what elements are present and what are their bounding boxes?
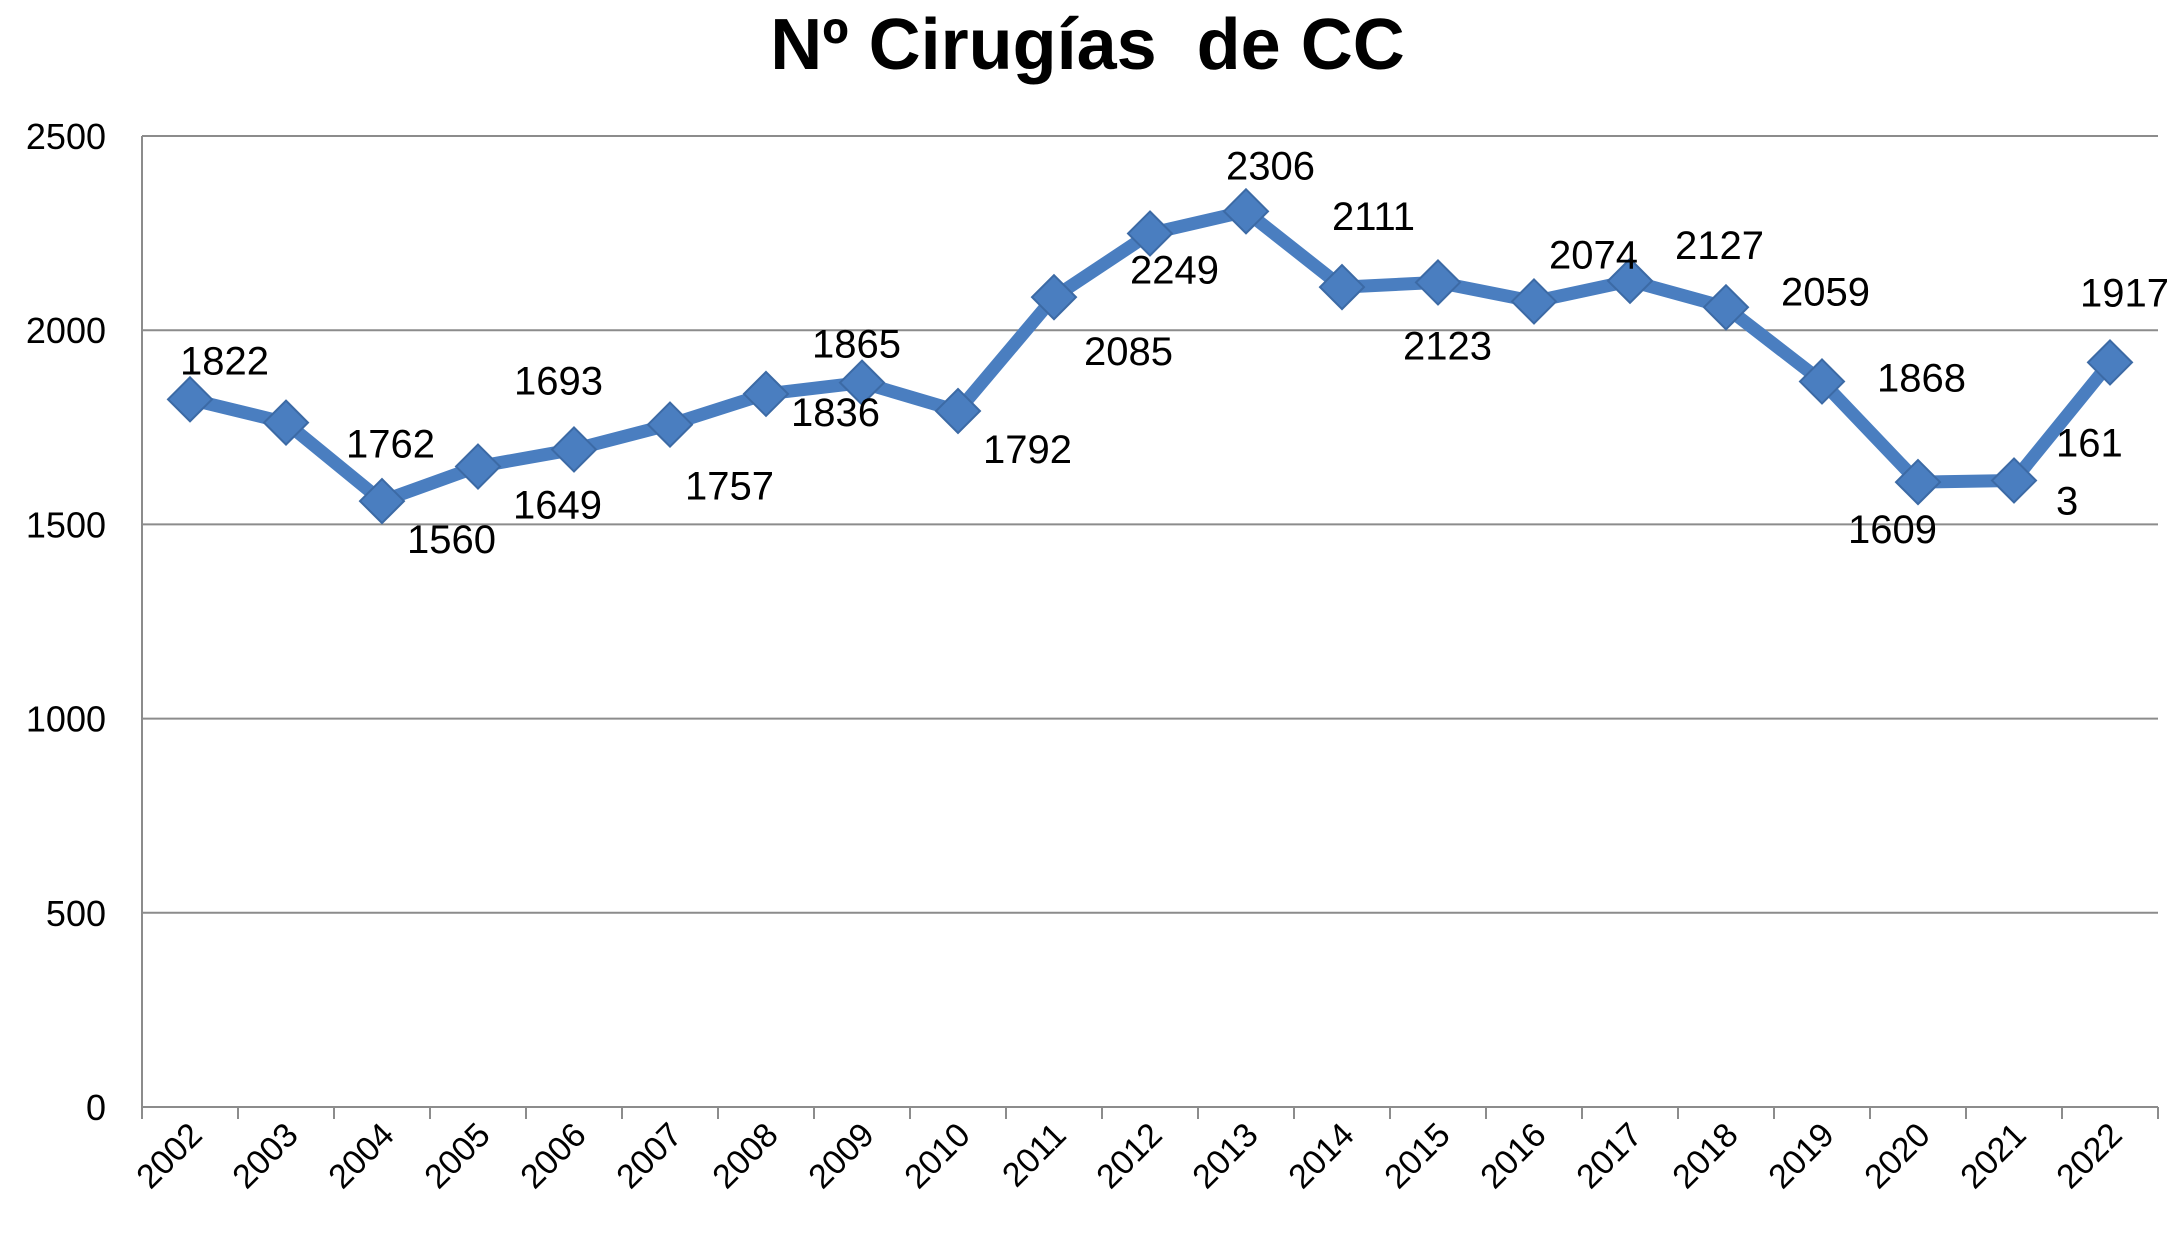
- data-point-marker: [1798, 358, 1846, 405]
- data-point-marker: [2086, 339, 2134, 386]
- data-point-marker: [1222, 187, 1270, 235]
- data-point-marker: [454, 443, 502, 490]
- data-label-line: 161: [2056, 422, 2123, 466]
- data-point-marker: [838, 359, 886, 407]
- x-tick-label: 2004: [321, 1116, 401, 1196]
- x-tick-label: 2016: [1473, 1116, 1553, 1196]
- data-label: 1609: [1848, 508, 1937, 552]
- data-point-marker: [262, 399, 310, 447]
- data-point-marker: [1894, 458, 1942, 506]
- data-label: 2074: [1549, 233, 1638, 277]
- data-label: 161 3: [2056, 422, 2123, 524]
- x-tick-label: 2022: [2049, 1116, 2129, 1196]
- data-point-marker: [1990, 457, 2038, 504]
- y-tick-label: 2000: [26, 310, 106, 351]
- y-tick-label: 1500: [26, 504, 106, 545]
- data-label: 1822: [180, 339, 269, 383]
- data-label-line: 3: [2056, 480, 2078, 524]
- x-tick-label: 2014: [1281, 1116, 1361, 1196]
- data-label: 1836: [791, 391, 880, 435]
- data-point-marker: [1318, 263, 1366, 311]
- x-tick-label: 2002: [129, 1116, 209, 1196]
- data-label: 2059: [1781, 270, 1870, 314]
- data-label: 1917: [2080, 271, 2169, 315]
- x-tick-label: 2008: [705, 1116, 785, 1196]
- data-label: 2111: [1332, 195, 1415, 239]
- y-tick-label: 1000: [26, 699, 106, 740]
- data-label: 1868: [1877, 356, 1966, 400]
- data-label: 1757: [685, 465, 774, 509]
- x-tick-label: 2011: [995, 1116, 1074, 1195]
- x-tick-label: 2005: [417, 1116, 497, 1196]
- data-label: 2085: [1084, 330, 1173, 374]
- data-label: 2249: [1130, 248, 1219, 292]
- data-label: 1762: [346, 423, 435, 467]
- x-tick-label: 2009: [801, 1116, 881, 1196]
- y-tick-label: 500: [46, 893, 106, 934]
- data-label: 1560: [407, 518, 496, 562]
- data-label: 1649: [513, 484, 602, 528]
- x-tick-label: 2015: [1377, 1116, 1457, 1196]
- y-tick-label: 2500: [26, 116, 106, 157]
- data-point-marker: [646, 401, 694, 448]
- data-label: 2123: [1403, 324, 1492, 368]
- data-point-marker: [934, 387, 982, 435]
- data-label: 1693: [514, 359, 603, 403]
- data-point-marker: [358, 477, 406, 525]
- data-point-marker: [1702, 283, 1750, 331]
- x-tick-label: 2006: [513, 1116, 593, 1196]
- x-tick-label: 2007: [609, 1116, 689, 1196]
- x-tick-label: 2017: [1569, 1116, 1649, 1196]
- data-point-marker: [550, 426, 598, 473]
- data-label: 1792: [983, 428, 1072, 472]
- data-point-marker: [166, 375, 214, 423]
- data-point-marker: [1414, 259, 1462, 306]
- x-tick-label: 2020: [1857, 1116, 1937, 1196]
- x-tick-label: 2021: [1953, 1116, 2033, 1196]
- data-label: 2127: [1675, 224, 1764, 268]
- data-point-marker: [742, 370, 790, 418]
- x-tick-label: 2003: [225, 1116, 305, 1196]
- x-tick-label: 2018: [1665, 1116, 1745, 1196]
- data-label: 2306: [1226, 144, 1315, 188]
- y-tick-label: 0: [86, 1087, 106, 1128]
- data-point-marker: [1510, 278, 1558, 325]
- data-label: 1865: [812, 323, 901, 367]
- x-tick-label: 2013: [1185, 1116, 1265, 1196]
- chart-title: Nº Cirugías de CC: [770, 5, 1405, 85]
- x-tick-label: 2012: [1089, 1116, 1169, 1196]
- data-point-marker: [1030, 273, 1078, 321]
- data-point-marker: [1606, 257, 1654, 305]
- data-point-marker: [1126, 210, 1174, 257]
- x-tick-label: 2019: [1761, 1116, 1841, 1196]
- x-tick-label: 2010: [897, 1116, 977, 1196]
